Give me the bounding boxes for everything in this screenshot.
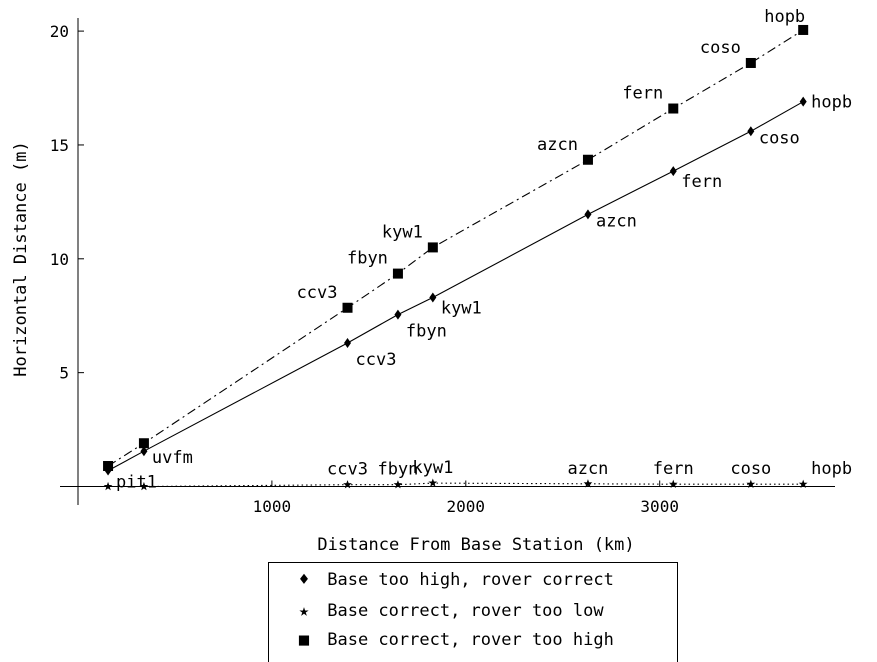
diamond-marker bbox=[747, 126, 755, 137]
point-label: uvfm bbox=[152, 448, 193, 468]
star-marker bbox=[428, 478, 438, 487]
series-lines bbox=[107, 29, 804, 488]
legend-item-square: ■ Base correct, rover too high bbox=[291, 630, 614, 650]
x-tick-label: 3000 bbox=[640, 497, 679, 516]
point-label: hopb bbox=[811, 459, 852, 479]
point-label: fbyn bbox=[377, 460, 418, 480]
star-marker bbox=[668, 479, 678, 488]
point-label: pit1 bbox=[116, 473, 157, 493]
y-tick-label: 15 bbox=[50, 136, 69, 155]
y-tick-label: 20 bbox=[50, 22, 69, 41]
star-icon: ★ bbox=[298, 601, 310, 621]
square-marker bbox=[798, 24, 809, 35]
diamond-icon: ♦ bbox=[298, 570, 310, 590]
square-marker bbox=[668, 103, 679, 114]
square-marker bbox=[342, 302, 353, 313]
star-marker bbox=[746, 479, 756, 488]
y-tick-label: 5 bbox=[59, 364, 69, 383]
star-marker bbox=[798, 479, 808, 488]
series-line-square bbox=[107, 29, 804, 467]
legend-label: Base too high, rover correct bbox=[327, 570, 614, 590]
star-marker bbox=[139, 481, 149, 491]
point-label: kyw1 bbox=[382, 222, 423, 242]
axes: 1000 2000 3000 5 10 15 20 bbox=[50, 18, 835, 516]
point-label: coso bbox=[759, 128, 800, 148]
square-icon: ■ bbox=[298, 630, 310, 650]
diamond-marker bbox=[140, 446, 148, 457]
diamond-marker bbox=[669, 166, 677, 177]
y-axis-title: Horizontal Distance (m) bbox=[11, 141, 31, 376]
square-marker bbox=[138, 438, 149, 449]
x-tick-label: 1000 bbox=[253, 497, 292, 516]
star-marker bbox=[393, 480, 403, 489]
legend: ♦ Base too high, rover correct ★ Base co… bbox=[268, 562, 678, 662]
point-label: coso bbox=[700, 38, 741, 58]
star-marker bbox=[583, 479, 593, 488]
diamond-marker bbox=[429, 292, 437, 303]
x-tick-label: 2000 bbox=[447, 497, 486, 516]
square-marker bbox=[745, 57, 756, 68]
square-marker bbox=[392, 268, 403, 279]
diamond-marker bbox=[344, 338, 352, 349]
square-marker bbox=[427, 242, 438, 253]
series-line-star bbox=[108, 482, 804, 488]
point-label: ccv3 bbox=[297, 283, 338, 303]
square-marker bbox=[103, 461, 114, 472]
diamond-marker bbox=[584, 209, 592, 220]
diamond-marker bbox=[394, 309, 402, 320]
point-label: kyw1 bbox=[412, 458, 453, 478]
point-label: hopb bbox=[811, 93, 852, 113]
point-label: azcn bbox=[567, 459, 608, 479]
point-label: hopb bbox=[764, 7, 805, 27]
legend-label: Base correct, rover too low bbox=[327, 601, 604, 621]
point-label: ccv3 bbox=[356, 350, 397, 370]
star-marker bbox=[343, 480, 352, 489]
point-label: fern bbox=[681, 172, 722, 192]
point-label: fbyn bbox=[347, 249, 388, 269]
point-label: azcn bbox=[537, 135, 578, 155]
star-marker bbox=[103, 481, 113, 491]
diamond-marker bbox=[799, 96, 807, 107]
point-label: azcn bbox=[596, 211, 637, 231]
point-label: fbyn bbox=[406, 322, 447, 342]
point-label: ccv3 bbox=[327, 460, 368, 480]
point-labels: pit1uvfmccv3fbynkyw1azcnferncosohopbccv3… bbox=[116, 7, 852, 493]
legend-label: Base correct, rover too high bbox=[327, 630, 614, 650]
legend-item-star: ★ Base correct, rover too low bbox=[291, 601, 604, 621]
point-label: coso bbox=[730, 459, 771, 479]
y-tick-label: 10 bbox=[50, 250, 69, 269]
point-label: kyw1 bbox=[441, 299, 482, 319]
point-label: fern bbox=[653, 459, 694, 479]
data-markers bbox=[103, 24, 809, 491]
point-label: fern bbox=[622, 84, 663, 104]
series-line-diamond bbox=[107, 101, 804, 472]
square-marker bbox=[582, 154, 593, 165]
x-axis-title: Distance From Base Station (km) bbox=[317, 535, 634, 555]
legend-item-diamond: ♦ Base too high, rover correct bbox=[291, 570, 614, 590]
